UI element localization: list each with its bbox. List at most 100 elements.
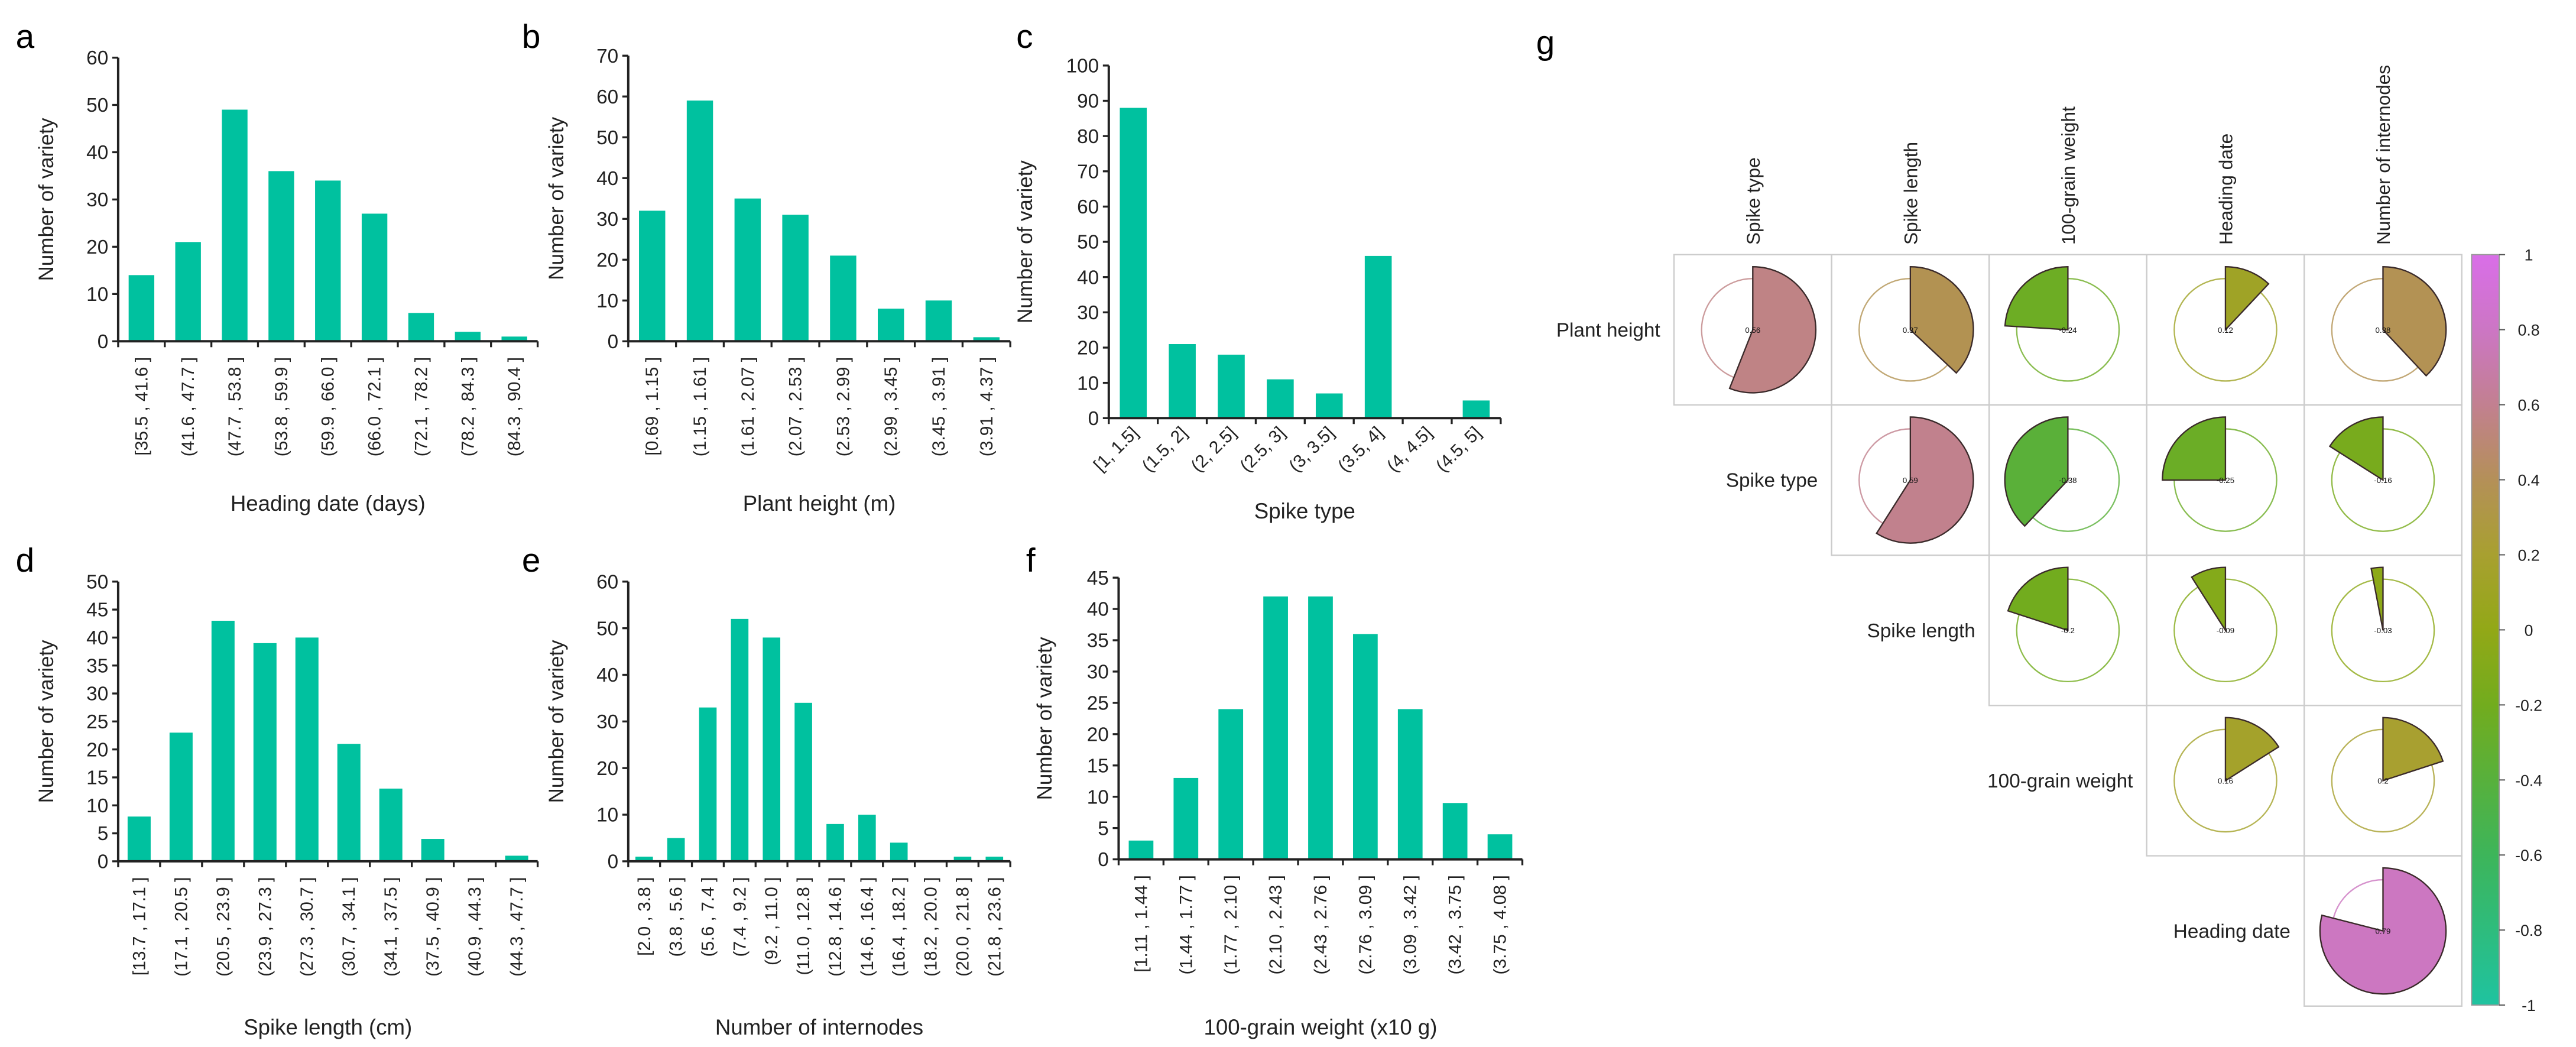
correlation-value: 0.79 — [2376, 927, 2391, 936]
y-tick-label: 45 — [1087, 568, 1109, 589]
correlation-sector — [2224, 266, 2270, 332]
bar — [505, 855, 528, 861]
bar — [782, 215, 809, 342]
bar — [337, 744, 361, 861]
correlation-sector — [2382, 717, 2444, 782]
correlation-sector — [2382, 266, 2447, 377]
panel-letter: c — [1016, 18, 1033, 56]
histogram-panel-e: e 0 10 20 30 40 50 60 [2.0 , 3.8 ] (3.8 , 5.6 ] (5… — [522, 542, 1011, 1039]
x-tick-label: (18.2 , 20.0 ] — [922, 877, 941, 977]
y-tick-label: 0 — [608, 331, 619, 353]
bar — [667, 838, 685, 861]
x-tick-label: (3, 3.5] — [1285, 423, 1338, 476]
correlation-sector — [1876, 416, 1974, 544]
x-tick-label: (12.8 , 14.6 ] — [826, 877, 845, 977]
bar — [878, 309, 904, 342]
y-tick-label: 40 — [1087, 599, 1109, 621]
x-tick-label: (7.4 , 9.2 ] — [730, 877, 750, 957]
x-tick-label: (78.2 , 84.3 ] — [458, 357, 478, 456]
colorbar-tick-label: 0 — [2525, 621, 2533, 639]
bar — [1218, 354, 1245, 419]
correlation-sector — [2328, 416, 2384, 482]
x-tick-label: (16.4 , 18.2 ] — [890, 877, 909, 977]
y-tick-label: 30 — [86, 683, 108, 705]
colorbar-tick-label: -0.6 — [2515, 847, 2542, 864]
y-tick-label: 0 — [98, 331, 109, 353]
x-tick-label: (59.9 , 66.0 ] — [319, 357, 338, 456]
y-tick-label: 10 — [596, 290, 618, 312]
bar — [731, 618, 749, 861]
y-tick-label: 40 — [86, 142, 108, 164]
bar — [501, 336, 527, 342]
correlation-sector — [2162, 416, 2227, 481]
correlation-value: 0.37 — [1903, 326, 1918, 335]
y-tick-label: 50 — [596, 127, 618, 149]
correlation-sector — [2004, 416, 2069, 527]
correlation-value: 0.2 — [2377, 776, 2389, 785]
correlation-sector — [2007, 566, 2069, 631]
y-tick-label: 60 — [596, 86, 618, 108]
bar — [421, 839, 445, 861]
colorbar-tick-label: -1 — [2522, 997, 2536, 1014]
column-label: Spike type — [1743, 157, 1764, 245]
bar — [315, 180, 341, 342]
colorbar-tick-label: -0.2 — [2515, 696, 2542, 714]
column-label: Spike length — [1900, 142, 1922, 245]
x-tick-label: (1.44 , 1.77 ] — [1176, 875, 1196, 974]
bar — [635, 857, 653, 861]
y-tick-label: 20 — [1087, 724, 1109, 745]
column-label: Heading date — [2215, 134, 2237, 245]
y-tick-label: 40 — [86, 627, 108, 649]
colorbar-tick-label: 0.2 — [2518, 546, 2540, 564]
x-tick-label: (34.1 , 37.5 ] — [381, 877, 401, 977]
x-tick-label: (2.76 , 3.09 ] — [1356, 875, 1375, 974]
bar — [128, 275, 155, 342]
y-tick-label: 60 — [596, 571, 618, 593]
bar — [890, 842, 908, 861]
colorbar-tick-label: 1 — [2525, 247, 2533, 264]
bar — [686, 101, 713, 342]
y-tick-label: 10 — [86, 284, 108, 306]
x-tick-label: (1.61 , 2.07 ] — [738, 357, 758, 456]
correlation-sector — [1728, 266, 1817, 394]
x-tick-label: (3.5, 4] — [1334, 423, 1387, 476]
bar — [222, 109, 248, 342]
bar — [925, 300, 952, 342]
correlation-sector — [2004, 266, 2069, 331]
x-tick-label: (3.45 , 3.91 ] — [929, 357, 949, 456]
y-tick-label: 10 — [1077, 372, 1099, 394]
y-axis-title: Number of variety — [35, 640, 58, 803]
y-axis-title: Number of variety — [1014, 160, 1037, 323]
y-tick-label: 70 — [596, 46, 618, 67]
bar — [127, 816, 151, 861]
x-tick-label: (17.1 , 20.5 ] — [171, 877, 191, 977]
bar — [295, 637, 319, 861]
x-tick-label: (1.5, 2] — [1138, 423, 1191, 476]
y-tick-label: 60 — [86, 47, 108, 69]
panel-letter: f — [1026, 542, 1036, 579]
histogram-panel-f: f 0 5 10 15 20 25 30 35 40 45 [1.11 , 1.44 ] (1.44 ,… — [1026, 542, 1524, 1039]
y-tick-label: 30 — [1077, 302, 1099, 324]
panel-letter: a — [16, 18, 35, 56]
matrix-cell — [2304, 855, 2463, 1007]
correlation-value: -0.38 — [2059, 476, 2077, 485]
bar — [985, 857, 1004, 861]
y-tick-label: 0 — [1098, 849, 1109, 871]
colorbar-tick-label: -0.4 — [2515, 772, 2542, 789]
bar — [734, 198, 761, 342]
x-tick-label: (3.42 , 3.75 ] — [1446, 875, 1465, 974]
x-tick-label: (11.0 , 12.8 ] — [794, 877, 813, 975]
x-tick-label: (47.7 , 53.8 ] — [225, 357, 245, 456]
bar — [361, 213, 388, 342]
x-tick-label: (3.75 , 4.08 ] — [1491, 875, 1510, 974]
bar — [408, 313, 434, 342]
histogram-panel-a: a 0 10 20 30 40 50 60 [35.5 , 41.6 ] (41.6 , 47.7… — [16, 18, 539, 516]
x-tick-label: (2.5, 3] — [1237, 423, 1289, 476]
x-tick-label: (3.8 , 5.6 ] — [667, 877, 686, 957]
bar — [1462, 400, 1490, 419]
correlation-value: 0.38 — [2376, 326, 2391, 335]
bar — [268, 171, 294, 342]
bar — [1169, 344, 1196, 419]
